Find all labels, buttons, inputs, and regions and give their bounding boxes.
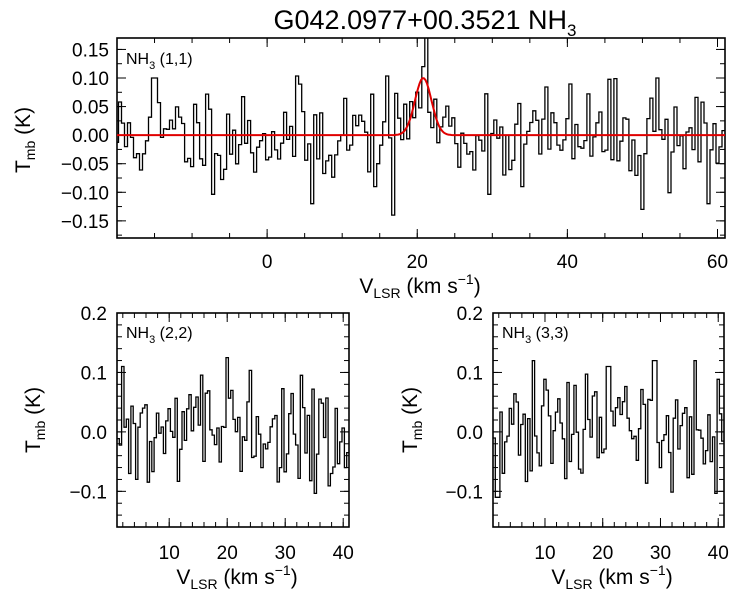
y-axis-label: Tmb (K) (399, 387, 425, 453)
x-tick-label: 40 (557, 252, 578, 273)
x-tick-label: 10 (534, 543, 555, 564)
chart-title: G042.0977+00.3521 NH3 (274, 5, 577, 40)
x-tick-label: 60 (707, 252, 728, 273)
panel-label: NH3 (1,1) (126, 51, 193, 72)
x-axis-label: VLSR (km s−1) (551, 562, 672, 592)
y-tick-label: 0.00 (72, 126, 109, 147)
y-axis-label: Tmb (K) (12, 107, 38, 173)
x-tick-label: 40 (708, 543, 729, 564)
y-tick-label: −0.1 (69, 482, 107, 503)
x-tick-label: 20 (592, 543, 613, 564)
x-tick-label: 40 (333, 543, 354, 564)
y-axis-label: Tmb (K) (22, 387, 48, 453)
y-tick-label: 0.0 (457, 423, 483, 444)
x-tick-label: 0 (262, 252, 273, 273)
x-tick-label: 20 (407, 252, 428, 273)
spectrum-line (493, 359, 724, 498)
y-tick-label: 0.2 (81, 304, 107, 325)
gaussian-fit-line (117, 77, 725, 137)
y-tick-label: 0.1 (81, 363, 107, 384)
y-tick-label: 0.15 (72, 40, 109, 61)
y-tick-label: −0.10 (61, 183, 109, 204)
x-axis-label: VLSR (km s−1) (359, 271, 480, 301)
y-tick-label: −0.05 (61, 155, 109, 176)
x-tick-label: 30 (650, 543, 671, 564)
x-tick-label: 10 (159, 543, 180, 564)
panel-frame (116, 37, 726, 239)
y-tick-label: −0.1 (445, 482, 483, 503)
spectrum-line (117, 38, 725, 216)
panel-label: NH3 (3,3) (502, 325, 569, 346)
panel-label: NH3 (2,2) (126, 325, 193, 346)
y-tick-label: 0.05 (72, 98, 109, 119)
panel-nh3-33: 10 20 30 40 −0.1 0.0 0.1 0.2 NH3 (3,3) VLSR (km… (399, 304, 729, 592)
y-tick-label: −0.15 (61, 212, 109, 233)
x-axis-label: VLSR (km s−1) (176, 562, 297, 592)
x-tick-label: 30 (275, 543, 296, 564)
panel-nh3-11: 0 20 40 60 −0.15 −0.10 −0.05 0.00 0.05 0.10 0.15 N… (12, 37, 728, 301)
panel-nh3-22: 10 20 30 40 −0.1 0.0 0.1 0.2 NH3 (2,2) VLSR (km… (22, 304, 354, 592)
y-tick-label: 0.0 (81, 423, 107, 444)
x-tick-label: 20 (217, 543, 238, 564)
spectrum-line (117, 356, 349, 495)
y-tick-label: 0.1 (457, 363, 483, 384)
y-tick-label: 0.2 (457, 304, 483, 325)
y-tick-label: 0.10 (72, 69, 109, 90)
